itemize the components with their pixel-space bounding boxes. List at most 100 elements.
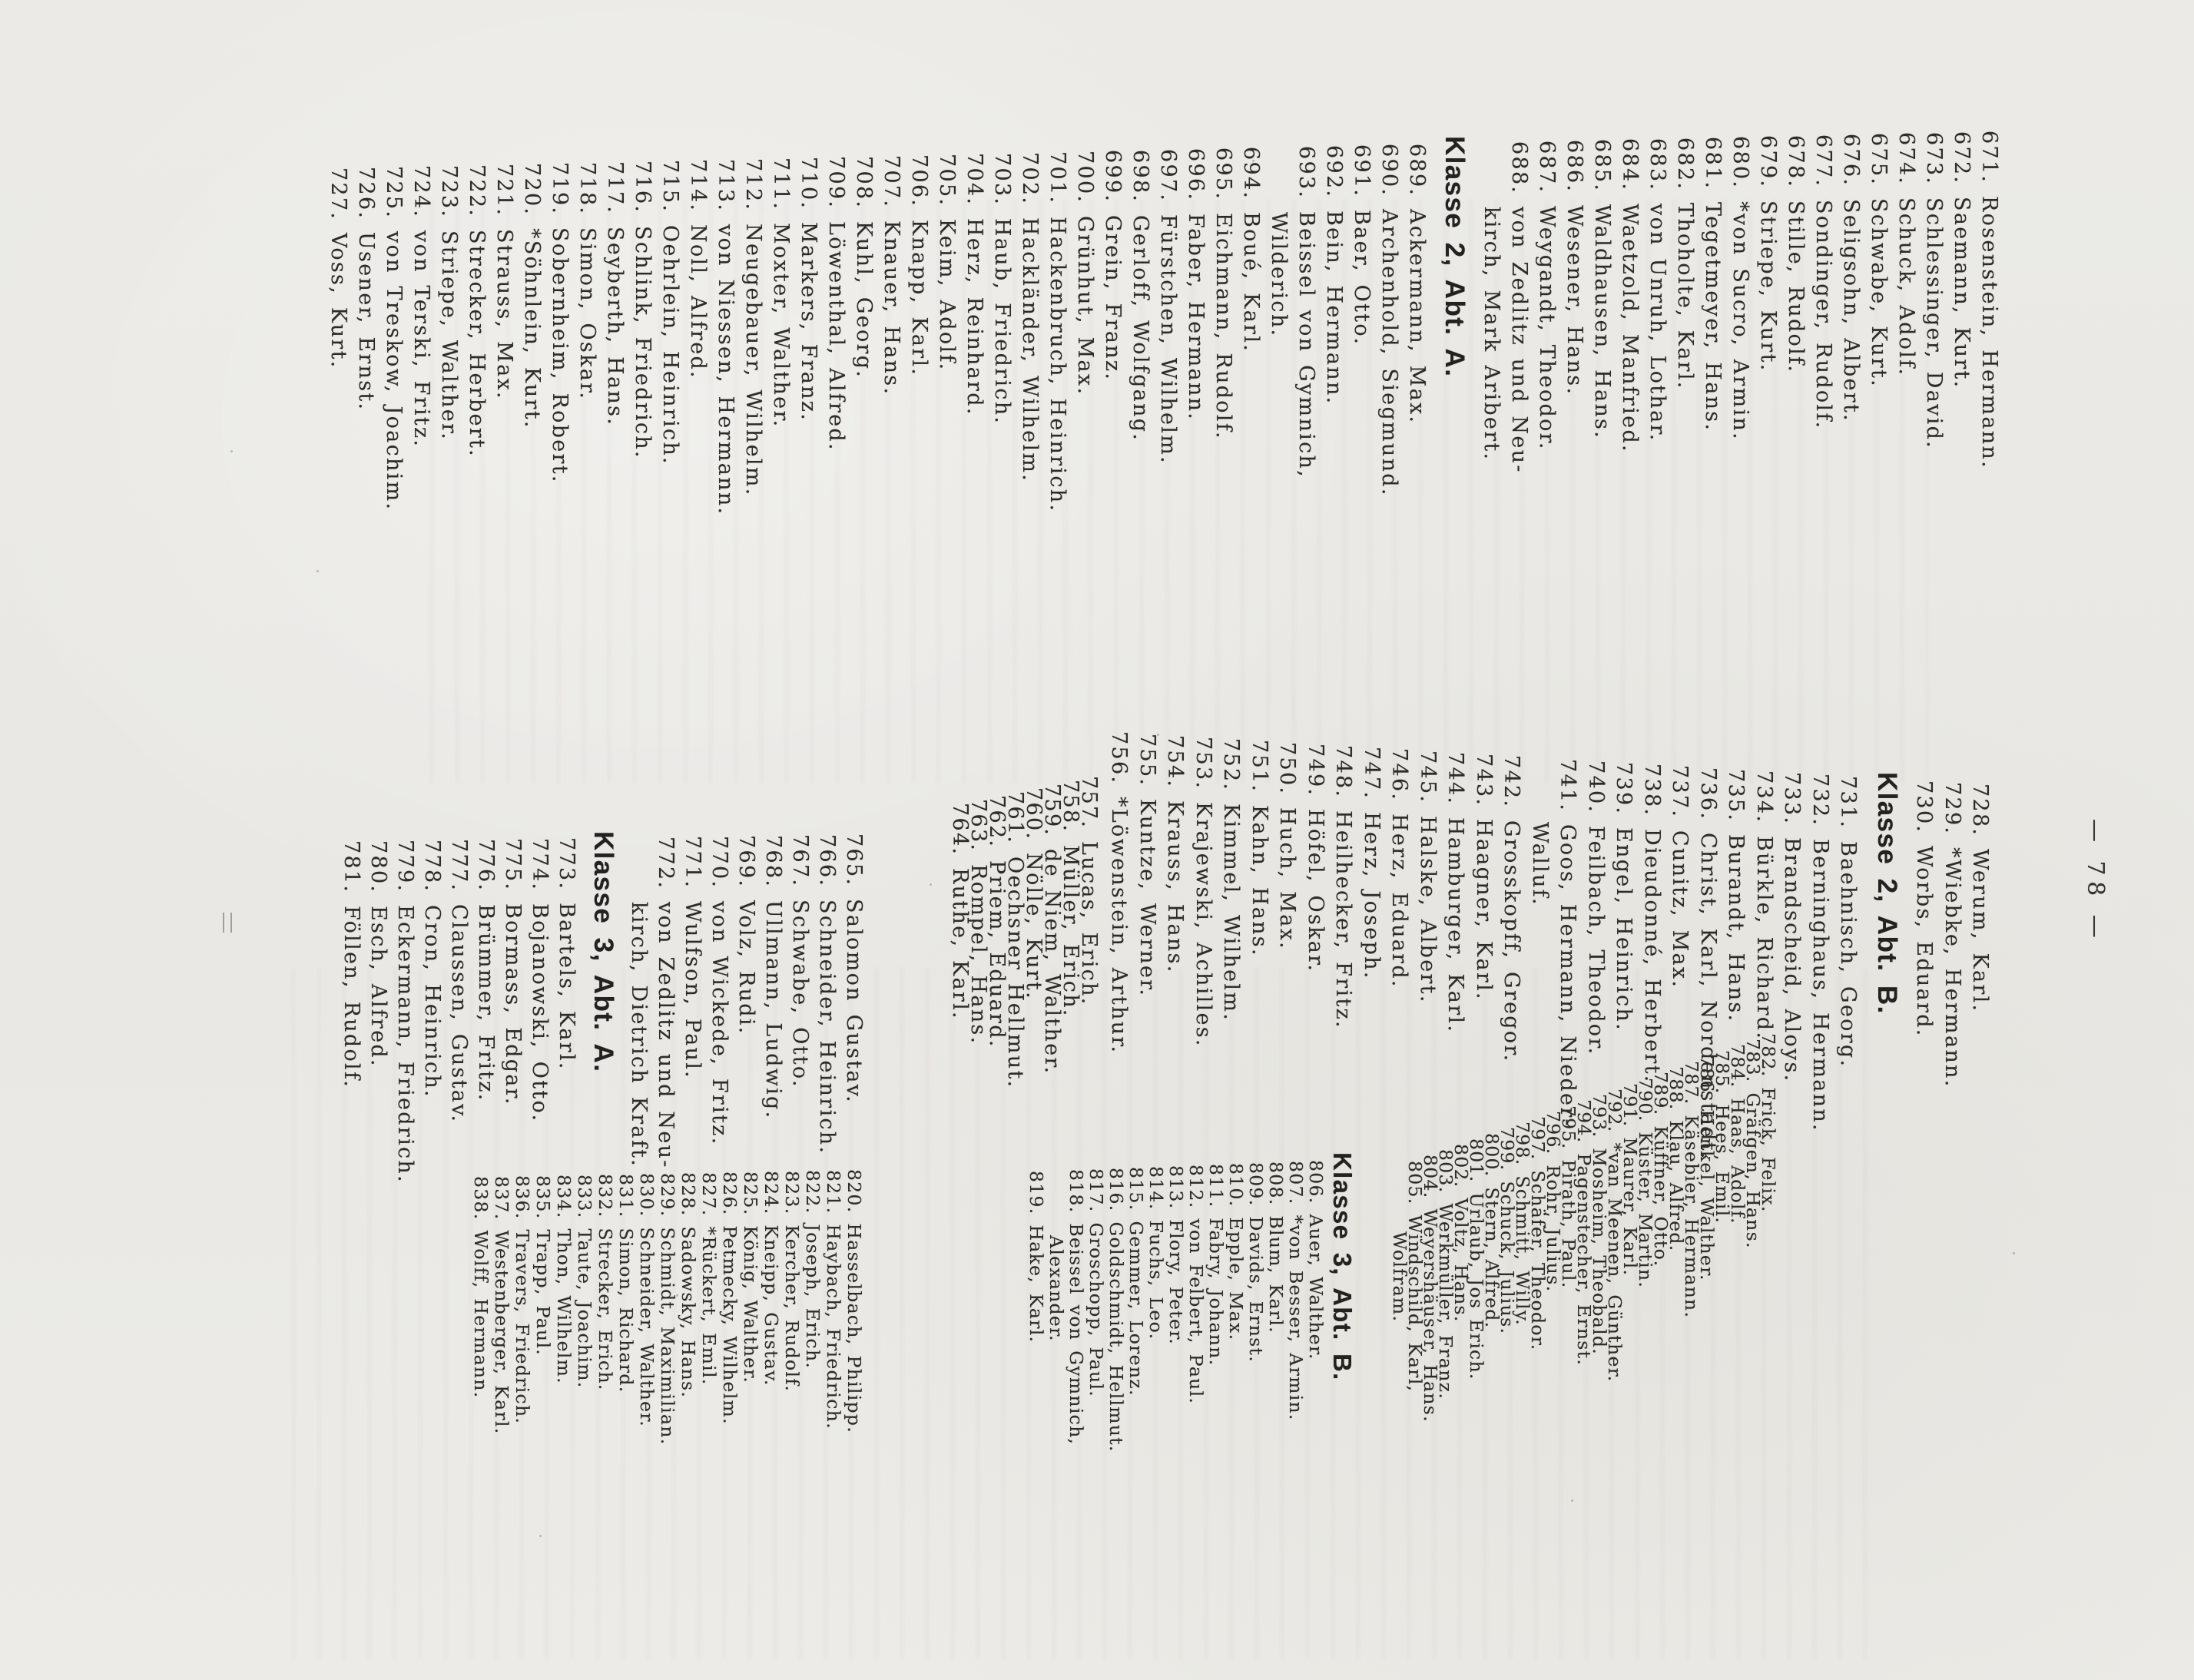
list-entry: 748. Heilhecker, Fritz. — [1331, 745, 1356, 1029]
list-entry: 672. Saemann, Kurt. — [1950, 131, 1974, 389]
list-entry: 765. Salomon Gustav. — [842, 833, 866, 1105]
list-entry: 764. Ruthe, Karl. — [948, 803, 972, 1020]
list-entry: 730. Worbs, Eduard. — [1912, 780, 1936, 1038]
list-entry: 814. Fuchs, Leo. — [1145, 1165, 1167, 1340]
list-entry: 833. Taute, Joachim. — [574, 1174, 595, 1389]
list-entry: 754. Krauss, Hans. — [1163, 734, 1188, 974]
entry-continuation: Walluf. — [1527, 822, 1552, 907]
entry-continuation: Alexander. — [1045, 1234, 1067, 1342]
list-entry: 715. Oehrlein, Heinrich. — [658, 160, 682, 466]
list-entry: 773. Bartels, Karl. — [554, 837, 578, 1072]
list-entry: 721. Strauss, Max. — [492, 163, 516, 400]
list-entry: 676. Seligsohn, Albert. — [1839, 134, 1863, 423]
list-entry: 743. Haagner, Karl. — [1471, 754, 1496, 1001]
list-entry: 690. Archenhold, Siegmund. — [1377, 144, 1401, 498]
list-entry: 838. Wolff, Hermann. — [470, 1176, 492, 1399]
list-entry: 674. Schuck, Adolf. — [1894, 132, 1918, 377]
list-entry: 777. Claussen, Gustav. — [446, 839, 471, 1124]
list-entry: 827. *Rückert, Emil. — [698, 1171, 720, 1386]
list-entry: 819. Hake, Karl. — [1025, 1170, 1047, 1343]
list-entry: 714. Noll, Alfred. — [685, 159, 710, 380]
paper-speck — [930, 883, 932, 886]
list-entry: 813. Flory, Peter. — [1165, 1165, 1187, 1345]
list-entry: 729. *Wiebke, Hermann. — [1940, 781, 1964, 1089]
list-entry: 738. Dieudonné, Herbert. — [1639, 764, 1664, 1084]
list-entry: 699. Grein, Franz. — [1100, 150, 1125, 382]
list-entry: 697. Fürstchen, Wilhelm. — [1155, 148, 1180, 465]
list-entry: 834. Thon, Wilhelm. — [553, 1175, 575, 1384]
list-entry: 681. Tegetmeyer, Hans. — [1701, 137, 1725, 432]
section-heading: Klasse 3, Abt. A. — [588, 830, 618, 1072]
list-entry: 751. Kahn, Hans. — [1247, 740, 1271, 958]
entry-continuation: kirch, Dietrich Kraft. — [627, 902, 651, 1168]
list-entry: 823. Kercher, Rudolf. — [781, 1170, 803, 1392]
paper-speck — [1571, 1499, 1573, 1502]
list-entry: 775. Bormass, Edgar. — [500, 838, 525, 1107]
list-entry: 709. Löwenthal, Alfred. — [824, 156, 848, 452]
list-entry: 769. Volz, Rudi. — [734, 835, 758, 1036]
list-entry: 826. Petmecky, Wilhelm. — [719, 1171, 741, 1425]
list-entry: 825. König, Walther. — [740, 1171, 761, 1383]
list-entry: 737. Cunitz, Max. — [1668, 765, 1692, 989]
list-entry: 776. Brümmer, Fritz. — [473, 838, 498, 1102]
list-entry: 702. Hackländer, Wilhelm. — [1017, 151, 1042, 482]
paper-speck — [1252, 160, 1254, 162]
list-entry: 766. Schneider, Heinrich. — [815, 833, 839, 1155]
list-entry: 717. Seyberth, Hans. — [602, 161, 627, 426]
page-number: — 78 — — [2082, 819, 2109, 944]
list-entry: 768. Ullmann, Ludwig. — [761, 834, 785, 1120]
list-entry: 705. Keim, Adolf. — [934, 154, 959, 372]
list-entry: 728. Werum, Karl. — [1968, 784, 1992, 1013]
list-entry: 731. Baehnisch, Georg. — [1836, 775, 1861, 1069]
list-entry: 726. Usener, Ernst. — [353, 166, 378, 412]
list-entry: 713. von Niessen, Hermann. — [713, 158, 737, 515]
list-entry: 685. Waldhausen, Hans. — [1590, 139, 1614, 440]
list-entry: 808. Blum, Karl. — [1264, 1161, 1287, 1334]
paper-speck — [676, 1294, 678, 1297]
list-entry: 701. Hackenbruch, Heinrich. — [1045, 151, 1069, 513]
list-entry: 746. Herz, Eduard. — [1387, 748, 1412, 989]
list-entry: 704. Herz, Reinhard. — [962, 153, 986, 417]
list-entry: 732. Berninghaus, Hermann. — [1808, 774, 1832, 1133]
list-entry: 700. Grünhut, Max. — [1072, 151, 1097, 396]
list-entry: 747. Herz, Joseph. — [1359, 747, 1384, 980]
list-entry: 806. Auer, Walther. — [1304, 1159, 1327, 1360]
list-entry: 686. Wesener, Hans. — [1563, 140, 1586, 396]
list-entry: 742. Grosskopff, Gregor. — [1500, 755, 1524, 1063]
list-entry: 696. Faber, Hermann. — [1183, 147, 1208, 422]
paper-speck — [539, 1535, 542, 1537]
list-entry: 836. Travers, Friedrich. — [512, 1175, 533, 1425]
list-entry: 707. Knauer, Hans. — [879, 154, 903, 396]
list-entry: 688. von Zedlitz und Neu- — [1507, 141, 1531, 474]
list-entry: 770. von Wickede, Fritz. — [708, 835, 731, 1146]
list-entry: 734. Bürkle, Richard. — [1752, 770, 1776, 1041]
list-entry: 812. von Felbert, Paul. — [1185, 1164, 1207, 1404]
list-entry: 740. Feilbach, Theodor. — [1583, 760, 1608, 1056]
list-entry: 831. Simon, Richard. — [615, 1173, 637, 1393]
list-entry: 830. Schneider, Walther. — [636, 1173, 658, 1428]
list-entry: 817. Groschopp, Paul. — [1085, 1168, 1107, 1397]
entry-continuation: kirch, Mark Aribert. — [1480, 207, 1503, 462]
list-entry: 724. von Terski, Fritz. — [409, 165, 433, 449]
list-entry: 744. Hamburger, Karl. — [1443, 751, 1468, 1034]
list-entry: 673. Schlessinger, David. — [1922, 131, 1946, 449]
list-entry: 684. Waetzold, Manfried. — [1618, 138, 1642, 454]
list-entry: 710. Markers, Franz. — [796, 157, 820, 422]
list-entry: 822. Joseph, Erich. — [802, 1170, 824, 1370]
list-entry: 693. Beissel von Gymnich, — [1294, 145, 1318, 479]
list-entry: 682. Thoholte, Karl. — [1673, 137, 1697, 390]
list-entry: 719. Sobernheim, Robert. — [547, 162, 572, 485]
list-entry: 687. Weygandt, Theodor. — [1535, 140, 1559, 451]
list-entry: 689. Ackermann, Max. — [1404, 143, 1429, 424]
list-entry: 750. Huch, Max. — [1275, 741, 1300, 950]
list-entry: 753. Krajewski, Achilles. — [1191, 737, 1215, 1048]
list-entry: 692. Bein, Hermann. — [1321, 144, 1346, 406]
list-entry: 755. Kuntze, Werner. — [1135, 733, 1159, 997]
entry-continuation: Wilderich. — [1266, 211, 1291, 337]
list-entry: 741. Goos, Hermann, Nieder- — [1556, 758, 1580, 1128]
list-entry: 720. *Söhnlein, Kurt. — [519, 163, 544, 429]
list-entry: 835. Trapp, Paul. — [532, 1175, 554, 1356]
list-entry: 767. Schwabe, Otto. — [788, 834, 812, 1089]
